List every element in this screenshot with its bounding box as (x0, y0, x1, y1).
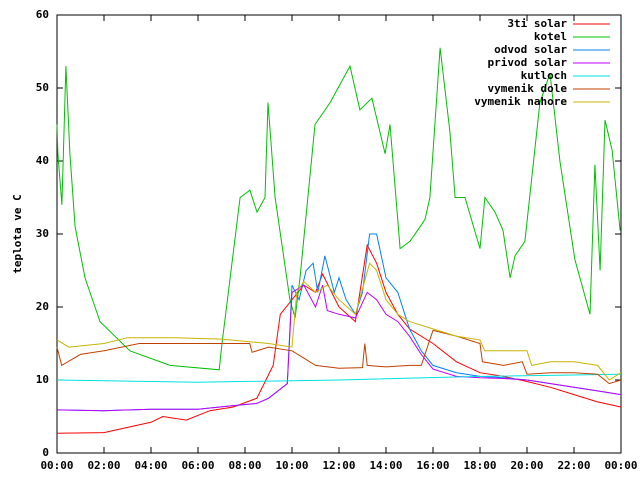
legend-label: vymenik dole (488, 82, 568, 95)
legend-label: kotel (534, 30, 567, 43)
x-tick-label: 20:00 (510, 459, 543, 472)
x-tick-label: 12:00 (322, 459, 355, 472)
x-tick-label: 00:00 (40, 459, 73, 472)
y-tick-label: 40 (36, 154, 49, 167)
x-tick-label: 04:00 (134, 459, 167, 472)
y-tick-label: 10 (36, 373, 49, 386)
x-tick-label: 18:00 (463, 459, 496, 472)
series-line (56, 284, 622, 412)
x-tick-label: 06:00 (181, 459, 214, 472)
legend-label: privod solar (488, 56, 568, 69)
x-tick-label: 10:00 (275, 459, 308, 472)
legend-label: 3ti solar (507, 17, 567, 30)
x-tick-label: 08:00 (228, 459, 261, 472)
legend-label: kutloch (521, 69, 567, 82)
x-tick-label: 16:00 (416, 459, 449, 472)
legend-label: vymenik nahore (474, 95, 567, 108)
y-tick-label: 50 (36, 81, 49, 94)
x-tick-label: 14:00 (369, 459, 402, 472)
legend-label: odvod solar (494, 43, 567, 56)
series-line (56, 262, 622, 381)
y-axis-label: teplota ve C (11, 194, 24, 273)
x-tick-label: 00:00 (604, 459, 637, 472)
series-line (56, 329, 622, 385)
y-tick-label: 0 (42, 446, 49, 459)
x-tick-label: 02:00 (87, 459, 120, 472)
y-tick-label: 20 (36, 300, 49, 313)
series-line (56, 373, 622, 383)
y-tick-label: 30 (36, 227, 49, 240)
series-line (56, 243, 622, 434)
y-tick-label: 60 (36, 8, 49, 21)
x-tick-label: 22:00 (557, 459, 590, 472)
series-line (56, 47, 621, 371)
